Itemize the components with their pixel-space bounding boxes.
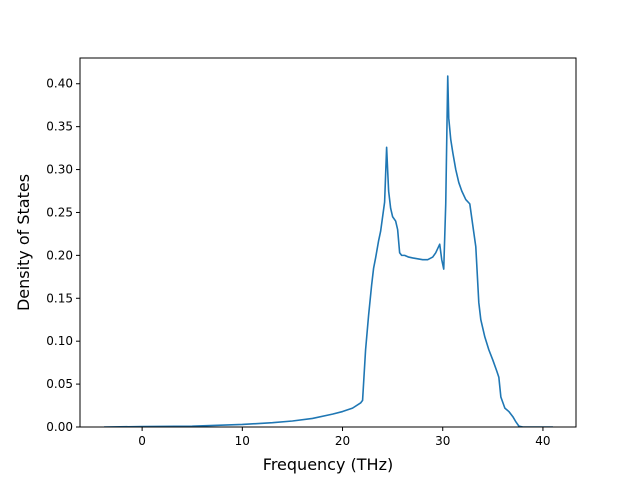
y-tick-label: 0.20 bbox=[46, 248, 73, 262]
y-tick-label: 0.40 bbox=[46, 77, 73, 91]
y-tick-label: 0.10 bbox=[46, 334, 73, 348]
y-tick-label: 0.00 bbox=[46, 420, 73, 434]
series-line-0 bbox=[104, 75, 553, 427]
plot-area bbox=[104, 75, 553, 427]
x-axis: 0 10 20 30 40 bbox=[138, 427, 551, 448]
y-tick-label: 0.30 bbox=[46, 163, 73, 177]
y-axis-label: Density of States bbox=[14, 174, 33, 311]
y-tick-label: 0.05 bbox=[46, 377, 73, 391]
y-tick-label: 0.35 bbox=[46, 120, 73, 134]
y-tick-label: 0.25 bbox=[46, 205, 73, 219]
x-tick-label: 20 bbox=[335, 434, 350, 448]
x-axis-label: Frequency (THz) bbox=[263, 455, 393, 474]
axes-frame bbox=[79, 57, 577, 428]
y-tick-label: 0.15 bbox=[46, 291, 73, 305]
x-tick-label: 40 bbox=[535, 434, 550, 448]
x-tick-label: 30 bbox=[435, 434, 450, 448]
x-tick-label: 10 bbox=[235, 434, 250, 448]
y-axis: 0.00 0.05 0.10 0.15 0.20 0.25 0.30 0.35 0.40 bbox=[46, 77, 80, 434]
x-tick-label: 0 bbox=[138, 434, 146, 448]
